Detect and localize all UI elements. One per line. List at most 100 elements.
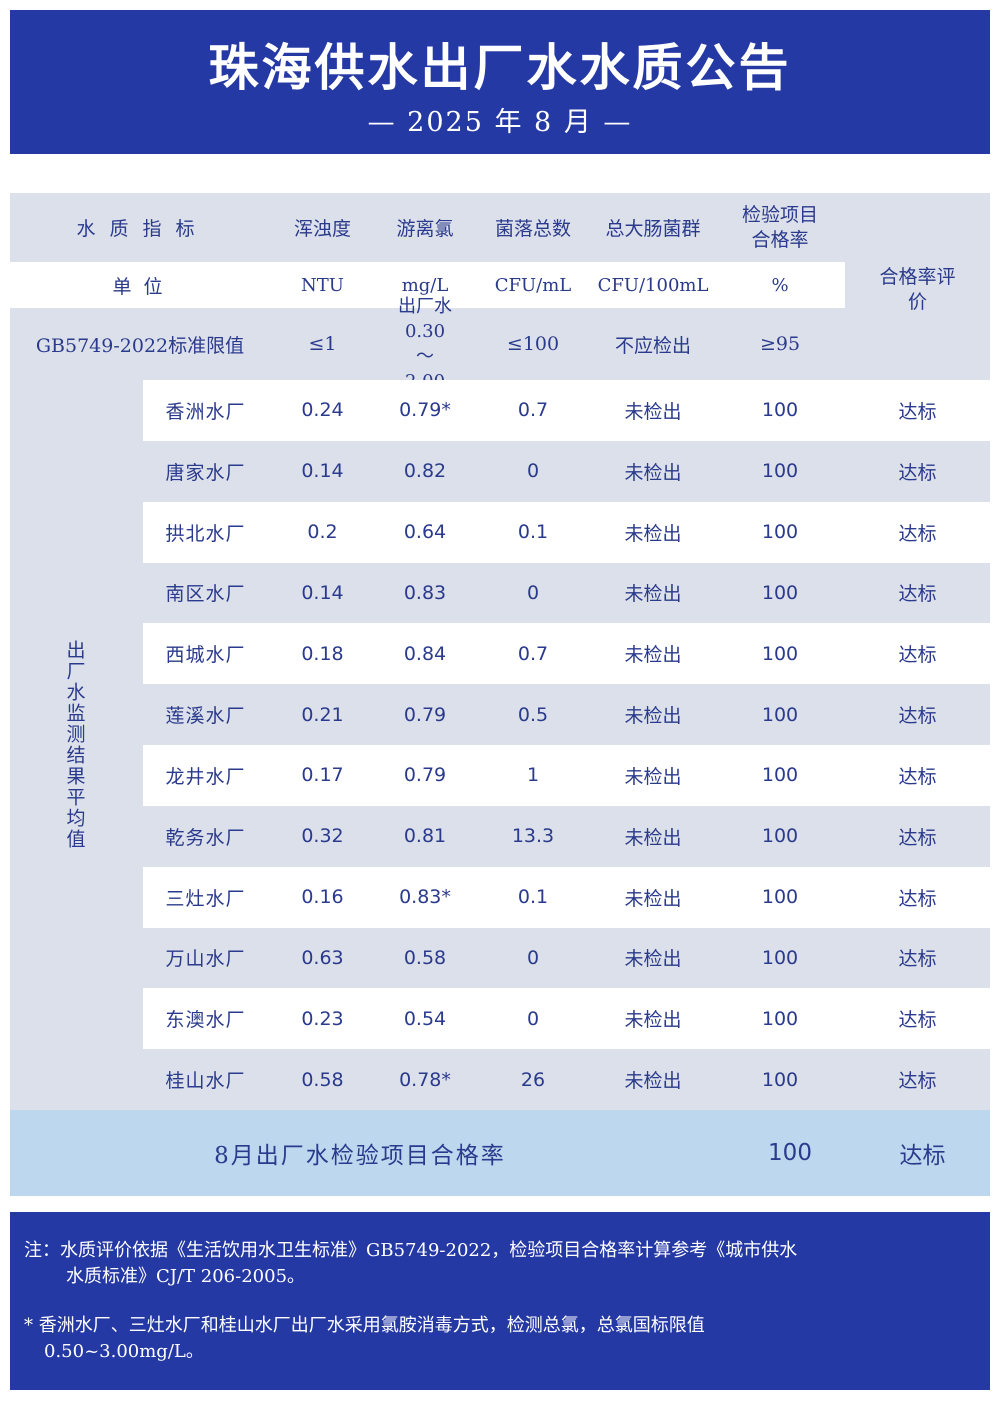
summary-evaluation: 达标 bbox=[899, 1143, 946, 1169]
unit-turbidity: NTU bbox=[301, 274, 344, 296]
table-row bbox=[143, 440, 990, 502]
table-row bbox=[143, 623, 990, 685]
evaluation-header-bg bbox=[845, 262, 990, 380]
cell-turbidity: 0.2 bbox=[307, 521, 338, 544]
cell-evaluation: 达标 bbox=[898, 644, 937, 667]
header-evaluation: 合格率评价 bbox=[879, 266, 956, 313]
cell-pass_rate: 100 bbox=[761, 1007, 799, 1030]
cell-colony: 0 bbox=[526, 946, 540, 969]
standard-chlorine: 出厂水 0.30～ 2.00 bbox=[398, 296, 452, 392]
unit-row-bg bbox=[10, 262, 845, 308]
group-label: 出厂水监测结果平均值 bbox=[63, 640, 86, 850]
plant-name: 唐家水厂 bbox=[165, 461, 246, 484]
cell-turbidity: 0.58 bbox=[301, 1068, 344, 1091]
cell-pass_rate: 100 bbox=[761, 460, 799, 483]
cell-turbidity: 0.23 bbox=[301, 1007, 344, 1030]
header-coliform: 总大肠菌群 bbox=[605, 218, 701, 240]
note-2-line-2: 0.50~3.00mg/L。 bbox=[44, 1341, 204, 1362]
plant-name: 香洲水厂 bbox=[165, 400, 246, 423]
cell-colony: 0 bbox=[526, 581, 540, 604]
table-row bbox=[143, 562, 990, 624]
cell-coliform: 未检出 bbox=[624, 644, 682, 667]
cell-evaluation: 达标 bbox=[898, 1070, 937, 1093]
page-subtitle: — 2025 年 8 月 — bbox=[367, 107, 633, 138]
unit-pass_rate: % bbox=[771, 274, 789, 296]
cell-pass_rate: 100 bbox=[761, 1068, 799, 1091]
table-row bbox=[143, 501, 990, 563]
cell-evaluation: 达标 bbox=[898, 400, 937, 423]
cell-chlorine: 0.83 bbox=[403, 581, 447, 604]
cell-pass_rate: 100 bbox=[761, 642, 799, 665]
cell-coliform: 未检出 bbox=[624, 522, 682, 545]
cell-chlorine: 0.58 bbox=[403, 946, 447, 969]
header-pass_rate: 检验项目合格率 bbox=[741, 203, 818, 251]
plant-name: 三灶水厂 bbox=[165, 887, 246, 910]
cell-colony: 0.7 bbox=[517, 642, 549, 665]
group-label-cell bbox=[10, 380, 143, 1110]
table-row bbox=[143, 866, 990, 928]
cell-colony: 13.3 bbox=[511, 825, 555, 848]
standard-colony: ≤100 bbox=[506, 333, 560, 355]
cell-evaluation: 达标 bbox=[898, 461, 937, 484]
plant-name: 拱北水厂 bbox=[165, 522, 246, 545]
cell-coliform: 未检出 bbox=[624, 1009, 682, 1032]
cell-pass_rate: 100 bbox=[761, 764, 799, 787]
note-1-line-1: 注：水质评价依据《生活饮用水卫生标准》GB5749-2022，检验项目合格率计算… bbox=[24, 1240, 798, 1261]
cell-evaluation: 达标 bbox=[898, 948, 937, 971]
summary-row: 8月出厂水检验项目合格率 100 达标 bbox=[10, 1110, 990, 1196]
cell-turbidity: 0.18 bbox=[301, 642, 344, 665]
page-title: 珠海供水出厂水水质公告 bbox=[208, 38, 792, 97]
cell-turbidity: 0.14 bbox=[301, 460, 344, 483]
standard-row-bg bbox=[10, 308, 845, 380]
plant-name: 龙井水厂 bbox=[165, 765, 246, 788]
cell-pass_rate: 100 bbox=[761, 886, 799, 909]
plant-name: 西城水厂 bbox=[165, 644, 246, 667]
cell-turbidity: 0.14 bbox=[301, 581, 344, 604]
note-1-line-2: 水质标准》CJ/T 206-2005。 bbox=[66, 1266, 306, 1287]
standard-turbidity: ≤1 bbox=[308, 333, 337, 355]
cell-chlorine: 0.79 bbox=[403, 703, 447, 726]
unit-label: 单 位 bbox=[112, 275, 163, 298]
cell-chlorine: 0.83* bbox=[399, 886, 451, 909]
cell-coliform: 未检出 bbox=[624, 400, 682, 423]
cell-turbidity: 0.63 bbox=[301, 946, 344, 969]
plant-name: 南区水厂 bbox=[165, 583, 246, 606]
header-colony: 菌落总数 bbox=[494, 218, 571, 240]
cell-coliform: 未检出 bbox=[624, 948, 682, 971]
table-row bbox=[143, 684, 990, 745]
cell-colony: 0.1 bbox=[517, 886, 549, 909]
cell-pass_rate: 100 bbox=[761, 399, 799, 422]
cell-chlorine: 0.82 bbox=[403, 460, 447, 483]
cell-pass_rate: 100 bbox=[761, 946, 799, 969]
unit-colony: CFU/mL bbox=[494, 274, 572, 296]
cell-chlorine: 0.79 bbox=[403, 764, 447, 787]
cell-coliform: 未检出 bbox=[624, 887, 682, 910]
table-row bbox=[143, 927, 990, 989]
cell-colony: 0.1 bbox=[517, 521, 549, 544]
header-chlorine: 游离氯 bbox=[396, 218, 454, 240]
cell-turbidity: 0.17 bbox=[301, 764, 344, 787]
standard-label: GB5749-2022标准限值 bbox=[35, 334, 245, 357]
cell-chlorine: 0.79* bbox=[399, 399, 451, 422]
plant-name: 万山水厂 bbox=[165, 948, 246, 971]
unit-coliform: CFU/100mL bbox=[597, 274, 709, 296]
table-row bbox=[143, 380, 990, 441]
table-row bbox=[143, 805, 990, 867]
standard-pass_rate: ≥95 bbox=[759, 333, 801, 355]
cell-evaluation: 达标 bbox=[898, 705, 937, 728]
cell-colony: 0 bbox=[526, 1007, 540, 1030]
header-row-bg bbox=[10, 193, 990, 262]
cell-coliform: 未检出 bbox=[624, 765, 682, 788]
title-banner: 珠海供水出厂水水质公告 — 2025 年 8 月 — bbox=[10, 10, 990, 154]
cell-coliform: 未检出 bbox=[624, 583, 682, 606]
note-2-line-1: * 香洲水厂、三灶水厂和桂山水厂出厂水采用氯胺消毒方式，检测总氯，总氯国标限值 bbox=[24, 1315, 705, 1336]
plant-name: 莲溪水厂 bbox=[165, 705, 246, 728]
unit-chlorine: mg/L bbox=[401, 274, 449, 296]
cell-evaluation: 达标 bbox=[898, 765, 937, 788]
cell-pass_rate: 100 bbox=[761, 703, 799, 726]
cell-chlorine: 0.54 bbox=[403, 1007, 447, 1030]
cell-chlorine: 0.64 bbox=[403, 521, 447, 544]
cell-coliform: 未检出 bbox=[624, 705, 682, 728]
cell-pass_rate: 100 bbox=[761, 581, 799, 604]
cell-chlorine: 0.78* bbox=[399, 1068, 451, 1091]
